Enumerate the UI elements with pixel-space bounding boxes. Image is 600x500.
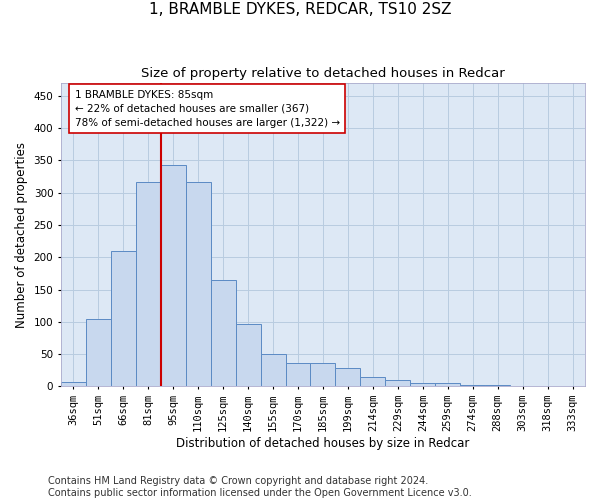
Title: Size of property relative to detached houses in Redcar: Size of property relative to detached ho… <box>141 68 505 80</box>
Bar <box>236 324 260 386</box>
Bar <box>186 182 211 386</box>
Bar <box>485 385 510 386</box>
Bar <box>460 385 485 386</box>
Bar <box>435 383 460 386</box>
Bar <box>335 368 361 386</box>
Bar <box>111 251 136 386</box>
Bar <box>361 376 385 386</box>
Bar <box>161 165 186 386</box>
Bar <box>310 363 335 386</box>
Text: 1 BRAMBLE DYKES: 85sqm
← 22% of detached houses are smaller (367)
78% of semi-de: 1 BRAMBLE DYKES: 85sqm ← 22% of detached… <box>74 90 340 128</box>
Bar <box>136 182 161 386</box>
Text: 1, BRAMBLE DYKES, REDCAR, TS10 2SZ: 1, BRAMBLE DYKES, REDCAR, TS10 2SZ <box>149 2 451 18</box>
Bar <box>260 354 286 386</box>
Bar <box>86 318 111 386</box>
Bar <box>385 380 410 386</box>
Bar <box>211 280 236 386</box>
X-axis label: Distribution of detached houses by size in Redcar: Distribution of detached houses by size … <box>176 437 470 450</box>
Bar <box>61 382 86 386</box>
Text: Contains HM Land Registry data © Crown copyright and database right 2024.
Contai: Contains HM Land Registry data © Crown c… <box>48 476 472 498</box>
Y-axis label: Number of detached properties: Number of detached properties <box>15 142 28 328</box>
Bar <box>286 363 310 386</box>
Bar <box>410 383 435 386</box>
